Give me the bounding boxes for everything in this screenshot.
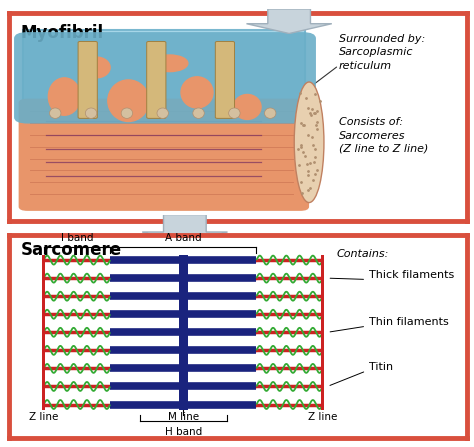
FancyBboxPatch shape bbox=[18, 99, 309, 211]
Text: Contains:: Contains: bbox=[337, 249, 389, 259]
Text: Myofibril: Myofibril bbox=[21, 24, 104, 42]
Text: Sarcomere: Sarcomere bbox=[21, 241, 122, 259]
FancyBboxPatch shape bbox=[23, 30, 304, 209]
FancyBboxPatch shape bbox=[215, 42, 235, 118]
Ellipse shape bbox=[108, 80, 149, 122]
Text: M line: M line bbox=[168, 412, 199, 422]
Ellipse shape bbox=[228, 108, 240, 118]
FancyBboxPatch shape bbox=[146, 42, 166, 118]
Ellipse shape bbox=[82, 57, 110, 78]
Text: Titin: Titin bbox=[369, 362, 392, 372]
Text: A band: A band bbox=[165, 233, 201, 243]
Ellipse shape bbox=[85, 108, 97, 118]
Text: Consists of:
Sarcomeres
(Z line to Z line): Consists of: Sarcomeres (Z line to Z lin… bbox=[339, 117, 428, 154]
Ellipse shape bbox=[157, 108, 168, 118]
Text: Z line: Z line bbox=[308, 412, 337, 422]
Bar bbox=[321, 255, 324, 409]
Ellipse shape bbox=[193, 108, 204, 118]
Ellipse shape bbox=[234, 94, 261, 119]
Ellipse shape bbox=[181, 77, 213, 108]
Text: Surrounded by:
Sarcoplasmic
reticulum: Surrounded by: Sarcoplasmic reticulum bbox=[339, 34, 425, 71]
Polygon shape bbox=[246, 9, 332, 34]
Polygon shape bbox=[142, 215, 228, 244]
Text: I band: I band bbox=[61, 233, 93, 243]
Bar bbox=[42, 255, 46, 409]
Bar bbox=[179, 255, 188, 409]
Text: H band: H band bbox=[164, 427, 202, 437]
FancyBboxPatch shape bbox=[78, 42, 97, 118]
Ellipse shape bbox=[121, 108, 133, 118]
Text: Thin filaments: Thin filaments bbox=[369, 317, 448, 327]
Text: Z line: Z line bbox=[29, 412, 58, 422]
Text: Thick filaments: Thick filaments bbox=[369, 270, 454, 280]
Ellipse shape bbox=[48, 78, 81, 115]
FancyBboxPatch shape bbox=[14, 32, 316, 123]
Ellipse shape bbox=[49, 108, 61, 118]
Ellipse shape bbox=[264, 108, 276, 118]
Ellipse shape bbox=[294, 82, 324, 202]
Ellipse shape bbox=[151, 55, 188, 72]
